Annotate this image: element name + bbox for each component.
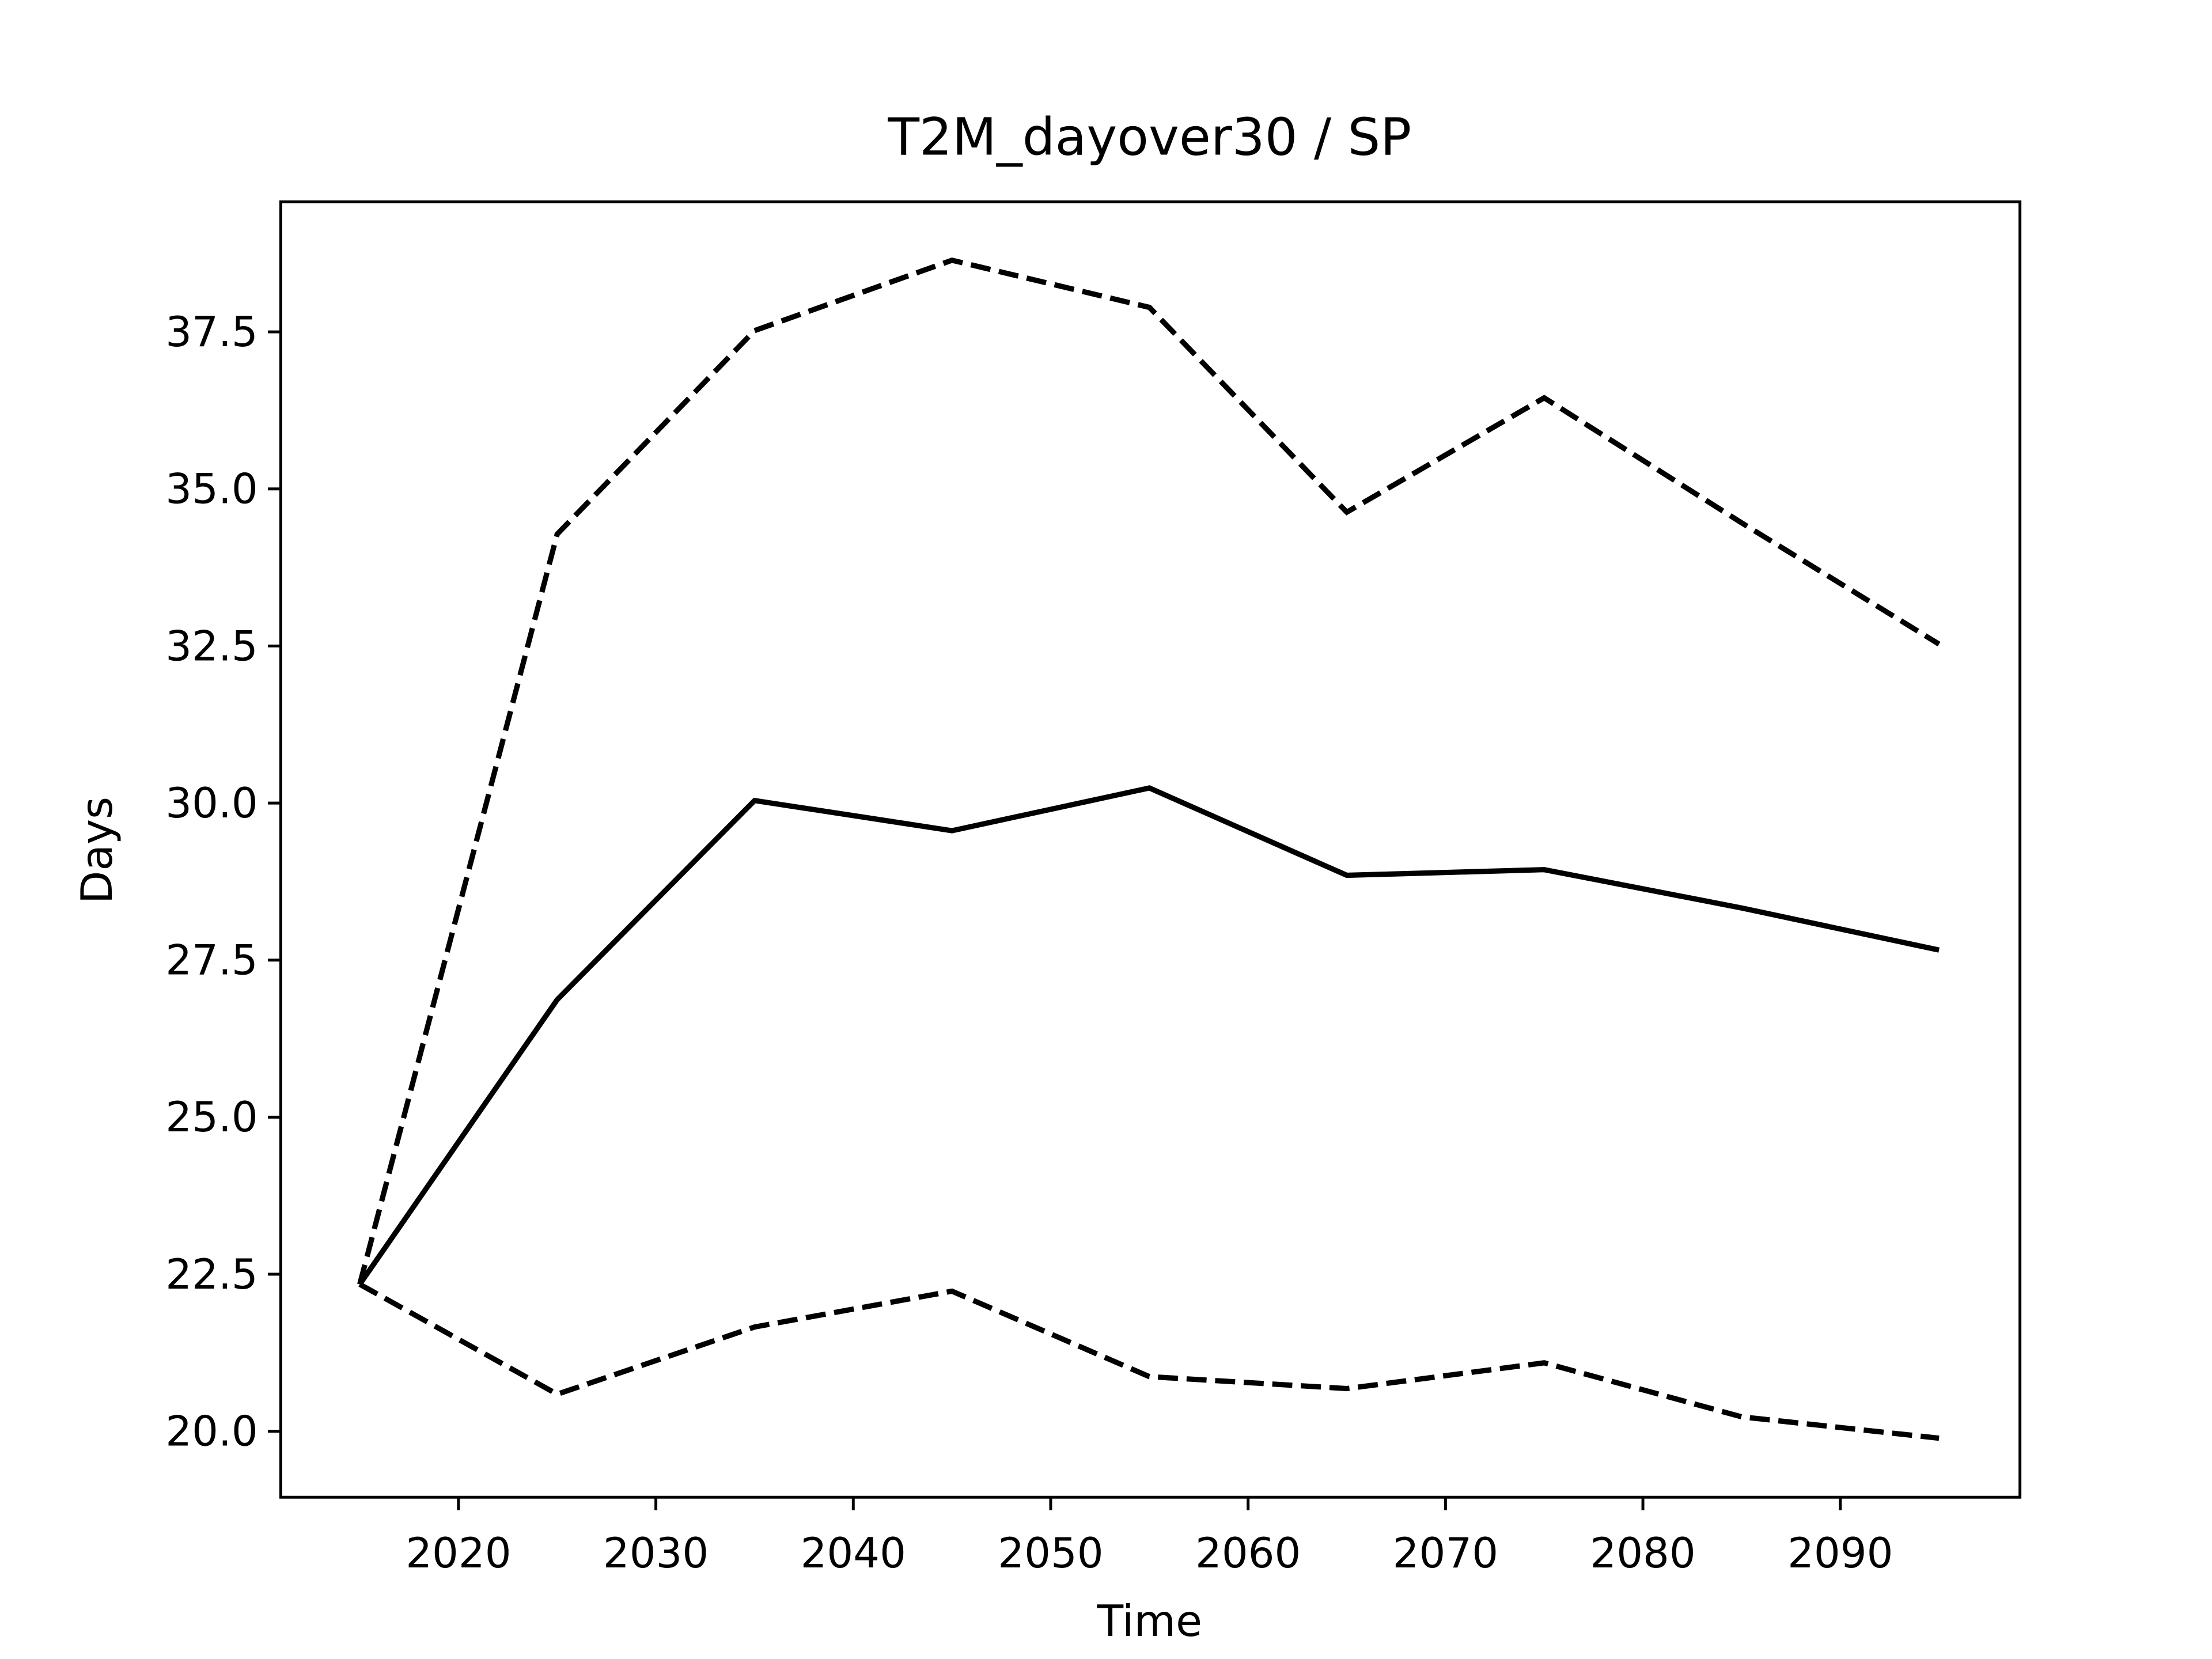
data-line (357, 785, 1940, 1286)
y-tick-label: 25.0 (165, 1093, 257, 1141)
x-tick-label: 2020 (406, 1529, 511, 1577)
x-tick-label: 2070 (1393, 1529, 1498, 1577)
x-tick-label: 2090 (1787, 1529, 1893, 1577)
y-tick-label: 30.0 (165, 779, 257, 827)
x-tick-label: 2080 (1590, 1529, 1695, 1577)
data-line (357, 257, 1941, 1285)
y-tick-label: 27.5 (165, 936, 257, 984)
x-tick-label: 2050 (998, 1529, 1103, 1577)
y-tick-label: 32.5 (165, 622, 257, 670)
chart-title: T2M_dayover30 / SP (887, 107, 1411, 167)
y-tick-label: 35.0 (165, 465, 257, 513)
plot-frame (279, 200, 2022, 1499)
x-tick-label: 2040 (801, 1529, 906, 1577)
x-tick-label: 2060 (1195, 1529, 1301, 1577)
data-line (358, 1282, 1940, 1441)
y-tick-label: 22.5 (165, 1250, 257, 1298)
y-tick-label: 20.0 (165, 1407, 257, 1456)
x-axis-label: Time (1097, 1596, 1202, 1646)
x-tick-label: 2030 (603, 1529, 709, 1577)
y-axis-label: Days (72, 797, 122, 904)
y-tick-label: 37.5 (165, 308, 257, 356)
